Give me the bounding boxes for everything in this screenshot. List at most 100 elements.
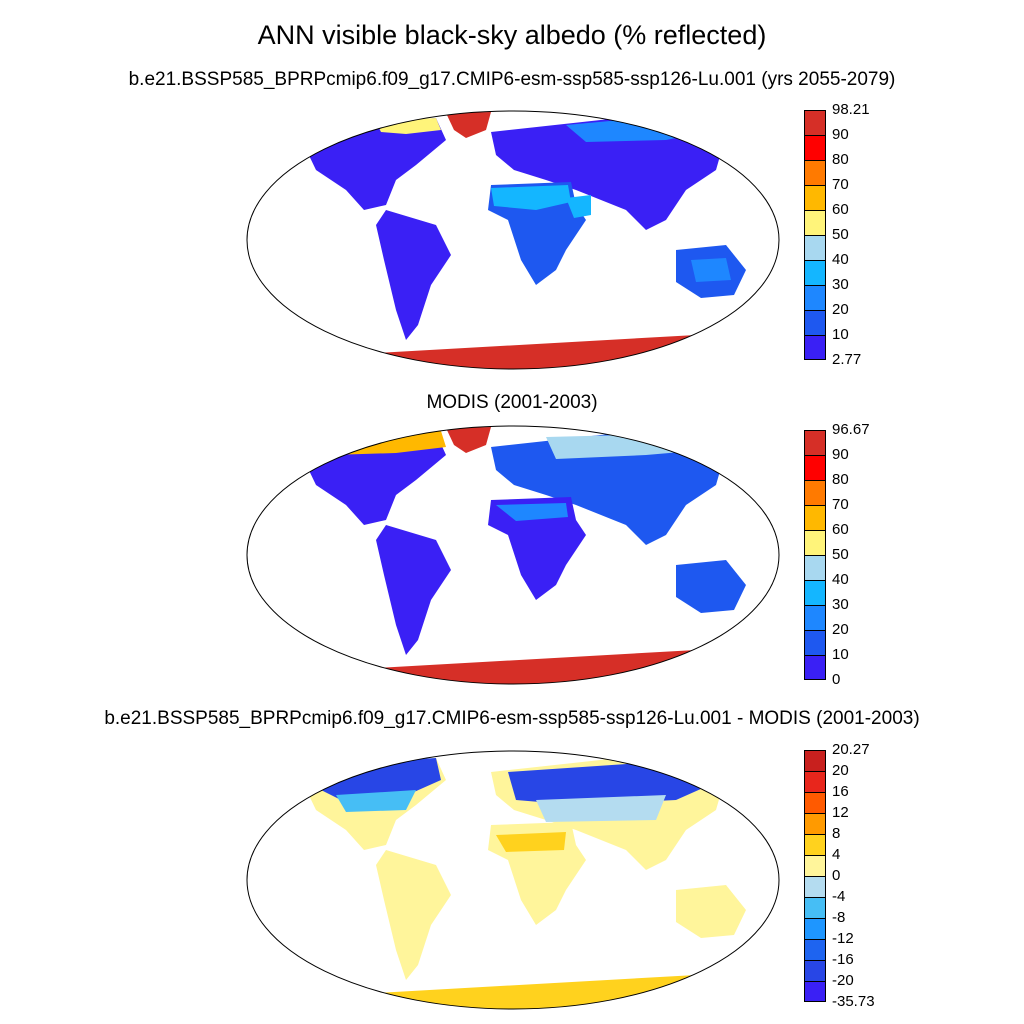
panel-3-colorbar xyxy=(804,750,826,1002)
panel-2-colorbar xyxy=(804,430,826,680)
colorbar-tick-label: 60 xyxy=(832,521,849,538)
colorbar-tick-label: 70 xyxy=(832,496,849,513)
europe-asia xyxy=(491,430,726,545)
figure-title: ANN visible black-sky albedo (% reflecte… xyxy=(257,20,767,50)
greenland xyxy=(446,752,491,778)
colorbar-tick-label: -35.73 xyxy=(832,993,875,1010)
greenland xyxy=(446,112,491,138)
colorbar-tick-label: 8 xyxy=(832,825,841,842)
antarctica xyxy=(306,975,726,1009)
antarctica xyxy=(306,650,726,684)
australia xyxy=(676,560,746,613)
colorbar-tick-label: -20 xyxy=(832,972,854,989)
colorbar-segment xyxy=(804,605,826,630)
colorbar-segment xyxy=(804,285,826,310)
colorbar-segment xyxy=(804,505,826,530)
colorbar-tick-label: -16 xyxy=(832,951,854,968)
colorbar-tick-label: 20 xyxy=(832,621,849,638)
colorbar-segment xyxy=(804,630,826,655)
panel-1-colorbar xyxy=(804,110,826,360)
colorbar-segment xyxy=(804,335,826,360)
eurasia-south xyxy=(536,795,666,822)
sahara xyxy=(496,503,568,521)
colorbar-tick-label: -8 xyxy=(832,909,846,926)
colorbar-tick-label: 30 xyxy=(832,596,849,613)
colorbar-tick-label: 20 xyxy=(832,301,849,318)
colorbar-segment xyxy=(804,918,826,939)
colorbar-segment xyxy=(804,813,826,834)
colorbar-tick-label: 40 xyxy=(832,251,849,268)
panel-1-title: b.e21.BSSP585_BPRPcmip6.f09_g17.CMIP6-es… xyxy=(128,69,896,90)
panel-2-map xyxy=(246,425,780,685)
colorbar-segment xyxy=(804,555,826,580)
south-america xyxy=(376,850,451,980)
sahara-increase xyxy=(496,832,566,852)
colorbar-tick-label: 60 xyxy=(832,201,849,218)
colorbar-segment xyxy=(804,876,826,897)
colorbar-segment xyxy=(804,580,826,605)
arctic-asia xyxy=(626,430,716,440)
australia-center xyxy=(691,258,731,282)
colorbar-tick-label: 4 xyxy=(832,846,841,863)
africa xyxy=(488,497,586,600)
colorbar-segment xyxy=(804,530,826,555)
colorbar-tick-label: 16 xyxy=(832,783,849,800)
colorbar-tick-label: 80 xyxy=(832,151,849,168)
sahara xyxy=(491,185,571,210)
australia xyxy=(676,885,746,938)
colorbar-tick-label: 96.67 xyxy=(832,421,870,438)
colorbar-segment xyxy=(804,310,826,335)
colorbar-tick-label: 20 xyxy=(832,762,849,779)
colorbar-frame xyxy=(804,750,826,1002)
colorbar-tick-label: 50 xyxy=(832,546,849,563)
greenland xyxy=(446,427,491,453)
antarctica xyxy=(306,335,726,369)
colorbar-segment xyxy=(804,771,826,792)
arabia xyxy=(566,195,591,218)
colorbar-segment xyxy=(804,834,826,855)
colorbar-segment xyxy=(804,135,826,160)
panel-1-map xyxy=(246,110,780,370)
panel-3-map xyxy=(246,750,780,1010)
colorbar-segment xyxy=(804,260,826,285)
colorbar-tick-label: 30 xyxy=(832,276,849,293)
colorbar-segment xyxy=(804,897,826,918)
siberia xyxy=(546,433,716,459)
colorbar-tick-label: 40 xyxy=(832,571,849,588)
colorbar-tick-label: 20.27 xyxy=(832,741,870,758)
colorbar-segment xyxy=(804,655,826,680)
colorbar-tick-label: 0 xyxy=(832,867,841,884)
colorbar-tick-label: -4 xyxy=(832,888,846,905)
colorbar-tick-label: 98.21 xyxy=(832,101,870,118)
colorbar-tick-label: 70 xyxy=(832,176,849,193)
colorbar-tick-label: 12 xyxy=(832,804,849,821)
panel-2-title: MODIS (2001-2003) xyxy=(426,392,598,413)
south-america xyxy=(376,210,451,340)
colorbar-segment xyxy=(804,480,826,505)
europe-asia xyxy=(491,115,726,230)
colorbar-segment xyxy=(804,939,826,960)
colorbar-tick-label: 90 xyxy=(832,126,849,143)
colorbar-segment xyxy=(804,160,826,185)
colorbar-tick-label: 0 xyxy=(832,671,841,688)
colorbar-tick-label: 2.77 xyxy=(832,351,862,368)
colorbar-frame xyxy=(804,430,826,680)
colorbar-tick-label: 80 xyxy=(832,471,849,488)
canada-south xyxy=(336,790,416,812)
south-america xyxy=(376,525,451,655)
colorbar-segment xyxy=(804,981,826,1002)
colorbar-segment xyxy=(804,210,826,235)
colorbar-frame xyxy=(804,110,826,360)
colorbar-segment xyxy=(804,855,826,876)
colorbar-tick-label: -12 xyxy=(832,930,854,947)
colorbar-segment xyxy=(804,792,826,813)
siberia xyxy=(566,115,716,142)
colorbar-segment xyxy=(804,455,826,480)
colorbar-segment xyxy=(804,960,826,981)
colorbar-tick-label: 10 xyxy=(832,326,849,343)
colorbar-tick-label: 10 xyxy=(832,646,849,663)
colorbar-tick-label: 50 xyxy=(832,226,849,243)
colorbar-segment xyxy=(804,185,826,210)
colorbar-tick-label: 90 xyxy=(832,446,849,463)
panel-3-title: b.e21.BSSP585_BPRPcmip6.f09_g17.CMIP6-es… xyxy=(104,708,920,729)
